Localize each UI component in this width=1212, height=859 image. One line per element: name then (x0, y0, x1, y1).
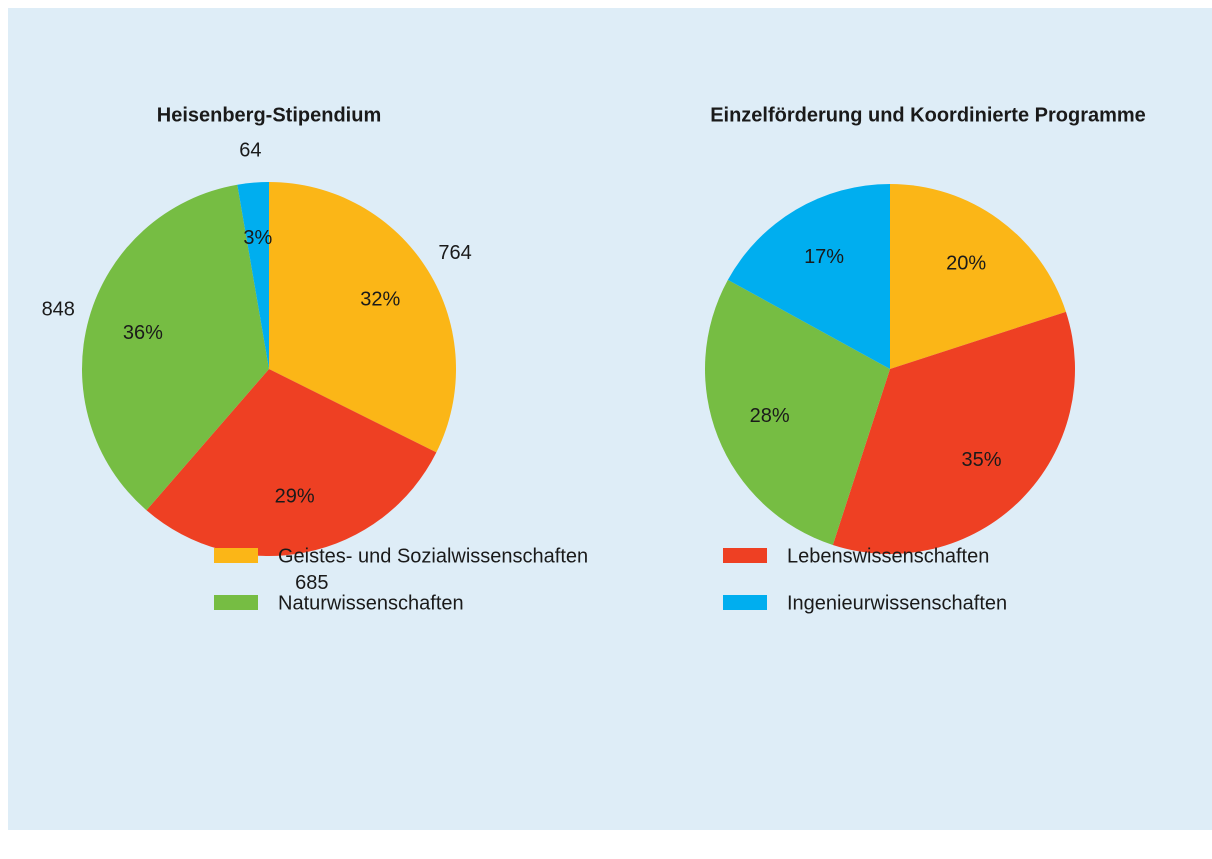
pie-slice (832, 311, 1075, 554)
value-label: 685 (295, 572, 328, 594)
chart-title: Heisenberg-Stipendium (157, 104, 381, 126)
value-label: 20% (946, 253, 986, 275)
legend-label: Ingenieurwissenschaften (787, 592, 1007, 614)
pie-slice (727, 184, 890, 369)
pie-slice (237, 182, 269, 369)
value-label: 64 (239, 139, 261, 161)
percent-label: 29% (275, 486, 315, 508)
legend-label: Geistes- und Sozialwissenschaften (278, 545, 588, 567)
value-label: 764 (438, 242, 471, 264)
pie-slice (82, 184, 270, 511)
chart-title: Einzelförderung und Koordinierte Program… (710, 104, 1146, 126)
legend-swatch (214, 595, 258, 610)
percent-label: 36% (123, 322, 163, 344)
legend-swatch (723, 595, 767, 610)
pie-slice (269, 182, 456, 453)
legend-swatch (214, 548, 258, 563)
legend-label: Lebenswissenschaften (787, 545, 989, 567)
value-label: 28% (750, 405, 790, 427)
value-label: 35% (962, 449, 1002, 471)
pie-slice (705, 279, 890, 545)
legend-label: Naturwissenschaften (278, 592, 464, 614)
legend-swatch (723, 548, 767, 563)
percent-label: 32% (360, 288, 400, 310)
pie-slice (890, 184, 1066, 369)
value-label: 848 (42, 298, 75, 320)
percent-label: 3% (243, 227, 272, 249)
pie-slice (146, 369, 437, 556)
value-label: 17% (804, 246, 844, 268)
